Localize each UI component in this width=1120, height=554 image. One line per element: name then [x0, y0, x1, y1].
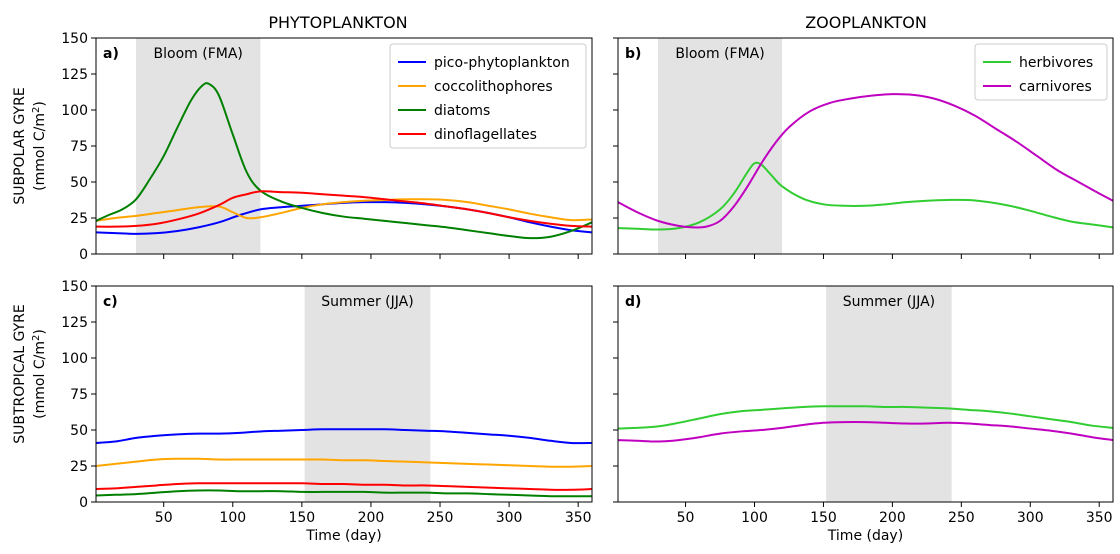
- y-tick-label: 100: [61, 351, 88, 367]
- x-axis-label: Time (day): [305, 528, 381, 544]
- season-shade: [304, 286, 431, 502]
- row-label-subtropical-line1: SUBTROPICAL GYRE: [12, 304, 28, 444]
- series-line-pico: [96, 428, 592, 445]
- series-line-diatoms: [96, 82, 592, 240]
- column-title-phytoplankton: PHYTOPLANKTON: [268, 13, 407, 32]
- row-label-subpolar-units: (mmol C/m2): [31, 101, 49, 191]
- x-tick-label: 150: [810, 510, 837, 526]
- series-line-carnivores: [618, 420, 1113, 443]
- season-shade-label: Summer (JJA): [321, 294, 413, 310]
- y-tick-label: 100: [61, 103, 88, 119]
- y-tick-label: 25: [70, 459, 88, 475]
- legend-label-pico: pico-phytoplankton: [434, 55, 570, 71]
- x-axis-label: Time (day): [827, 528, 903, 544]
- series-line-carnivores: [618, 93, 1113, 229]
- row-label-subpolar-units-end: ): [32, 101, 48, 106]
- x-tick-label: 50: [155, 510, 173, 526]
- y-tick-label: 75: [70, 387, 88, 403]
- legend-label-herbivores: herbivores: [1019, 55, 1093, 71]
- x-tick-label: 100: [219, 510, 246, 526]
- row-label-subtropical-units-text: (mmol C/m: [32, 341, 48, 419]
- panel-letter: c): [103, 294, 118, 310]
- y-tick-label: 150: [61, 279, 88, 295]
- x-tick-label: 250: [427, 510, 454, 526]
- x-tick-label: 150: [288, 510, 315, 526]
- y-tick-label: 50: [70, 423, 88, 439]
- season-shade: [826, 286, 952, 502]
- panel-letter: b): [625, 46, 641, 62]
- legend: pico-phytoplankton coccolithophores diatom…: [389, 43, 587, 149]
- series-line-cocco: [96, 198, 592, 222]
- row-label-subpolar-units-text: (mmol C/m: [32, 113, 48, 191]
- row-label-subtropical-units: (mmol C/m2): [31, 329, 49, 419]
- row-label-subpolar-units-sup: 2: [31, 107, 42, 113]
- x-tick-label: 350: [565, 510, 592, 526]
- y-tick-label: 50: [70, 175, 88, 191]
- x-tick-label: 300: [496, 510, 523, 526]
- legend-label-carnivores: carnivores: [1019, 79, 1092, 95]
- x-tick-label: 350: [1086, 510, 1113, 526]
- series-line-cocco: [96, 457, 592, 468]
- x-tick-label: 200: [358, 510, 385, 526]
- y-tick-label: 25: [70, 211, 88, 227]
- panel-letter: a): [103, 46, 119, 62]
- legend: herbivores carnivores: [974, 43, 1108, 101]
- row-label-subpolar: SUBPOLAR GYRE (mmol C/m2): [12, 87, 48, 204]
- series-line-dino: [96, 190, 592, 228]
- y-tick-label: 125: [61, 67, 88, 83]
- y-tick-label: 0: [79, 495, 88, 511]
- legend-label-dino: dinoflagellates: [434, 127, 537, 143]
- row-label-subpolar-line1: SUBPOLAR GYRE: [12, 87, 28, 204]
- x-tick-label: 200: [879, 510, 906, 526]
- panel-b: Bloom (FMA) b) herbivores carnivores: [613, 37, 1114, 259]
- season-shade-label: Summer (JJA): [843, 294, 935, 310]
- season-shade-label: Bloom (FMA): [154, 46, 243, 62]
- x-tick-label: 250: [948, 510, 975, 526]
- series-line-dino: [96, 482, 592, 491]
- x-tick-label: 100: [741, 510, 768, 526]
- panel-letter: d): [625, 294, 641, 310]
- column-title-zooplankton: ZOOPLANKTON: [805, 13, 927, 32]
- legend-label-diatoms: diatoms: [434, 103, 490, 119]
- panel-a: Bloom (FMA) 0 25 50 75 100 125 150 a) pico-phytop…: [61, 31, 593, 263]
- y-tick-label: 125: [61, 315, 88, 331]
- season-shade: [136, 38, 261, 254]
- row-label-subtropical-units-end: ): [32, 329, 48, 334]
- y-tick-label: 0: [79, 247, 88, 263]
- panel-c: Summer (JJA) 50 100 150 200 250 300 350 0 25 50 75 1…: [61, 279, 593, 544]
- x-tick-label: 300: [1017, 510, 1044, 526]
- season-shade-label: Bloom (FMA): [675, 46, 764, 62]
- legend-box: [389, 43, 587, 149]
- panel-d: Summer (JJA) 50 100 150 200 250 300 350 Time (da…: [613, 285, 1114, 544]
- season-shade: [657, 38, 783, 254]
- series-line-herbivores: [618, 405, 1113, 430]
- row-label-subtropical-units-sup: 2: [31, 335, 42, 341]
- x-tick-label: 50: [677, 510, 695, 526]
- series-line-herbivores: [618, 161, 1113, 231]
- legend-label-cocco: coccolithophores: [434, 79, 553, 95]
- series-line-diatoms: [96, 489, 592, 498]
- row-label-subtropical: SUBTROPICAL GYRE (mmol C/m2): [12, 304, 48, 444]
- y-tick-label: 150: [61, 31, 88, 47]
- panels: Bloom (FMA) 0 25 50 75 100 125 150 a) pico-phytop…: [61, 31, 1114, 544]
- y-tick-label: 75: [70, 139, 88, 155]
